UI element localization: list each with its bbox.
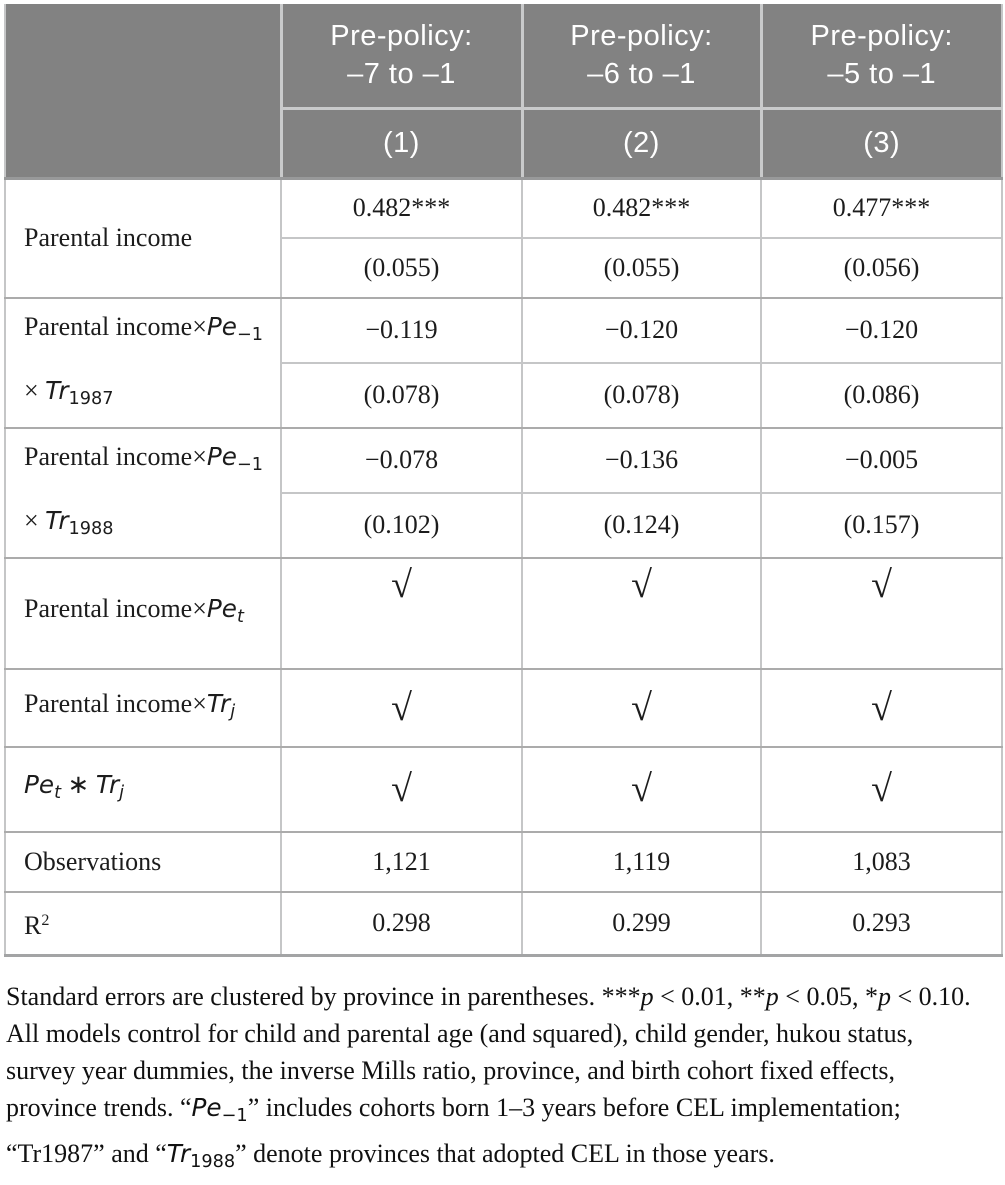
table-row: Parental income×Pet √ √ √ — [5, 557, 1002, 670]
header-model-3-line2: –5 to –1 — [827, 58, 937, 91]
stderr-cell: (0.055) — [280, 238, 522, 299]
stderr-cell: (0.157) — [760, 492, 1002, 559]
check-cell: √ — [280, 746, 522, 833]
header-model-1-number: (1) — [279, 106, 522, 180]
table-row: R2 0.298 0.299 0.293 — [5, 891, 1002, 956]
stat-cell: 0.298 — [280, 891, 522, 956]
regression-results-table: Pre-policy: –7 to –1 Pre-policy: –6 to –… — [4, 4, 1003, 957]
stderr-cell: (0.102) — [280, 492, 522, 559]
row-label-pet-trj: Pet ∗ Trj — [5, 746, 281, 833]
table-row: Parental income 0.482*** 0.482*** 0.477*… — [5, 178, 1002, 299]
check-cell: √ — [521, 668, 761, 748]
header-model-2-line1: Pre-policy: — [570, 20, 713, 53]
table-header: Pre-policy: –7 to –1 Pre-policy: –6 to –… — [5, 4, 1002, 180]
estimate-cell: −0.005 — [760, 427, 1002, 494]
stderr-cell: (0.055) — [521, 238, 761, 299]
footnote-line: All models control for child and parenta… — [6, 1018, 914, 1048]
check-cell: √ — [521, 557, 761, 670]
header-model-3: Pre-policy: –5 to –1 — [759, 4, 1002, 108]
estimate-cell: −0.120 — [521, 298, 761, 364]
row-label-r-squared: R2 — [24, 910, 50, 940]
row-label-parental-income: Parental income — [5, 178, 281, 299]
stderr-cell: (0.056) — [760, 238, 1002, 299]
row-label-observations: Observations — [5, 831, 281, 893]
check-cell: √ — [280, 668, 522, 748]
row-label-income-trj: Parental income×Trj — [5, 668, 281, 748]
stderr-cell: (0.078) — [280, 362, 522, 429]
table-row: (0.078) (0.078) (0.086) — [5, 362, 1002, 429]
stderr-cell: (0.086) — [760, 362, 1002, 429]
header-model-2: Pre-policy: –6 to –1 — [520, 4, 761, 108]
estimate-cell: −0.136 — [521, 427, 761, 494]
check-cell: √ — [760, 668, 1002, 748]
header-model-3-number: (3) — [759, 106, 1002, 180]
footnote-line: Standard errors are clustered by provinc… — [6, 981, 971, 1011]
table-row: Observations 1,121 1,119 1,083 — [5, 831, 1002, 893]
row-label-income-pet: Parental income×Pet — [5, 557, 281, 670]
table-row: Parental income×Pe−1 × Tr1987 −0.119 −0.… — [5, 298, 1002, 429]
row-label-income-pe1-tr1987: Parental income×Pe−1 × Tr1987 — [5, 298, 281, 429]
stat-cell: 1,121 — [280, 831, 522, 893]
header-model-1-line1: Pre-policy: — [330, 20, 473, 53]
stat-cell: 1,083 — [760, 831, 1002, 893]
stat-cell: 1,119 — [521, 831, 761, 893]
table-footnote: Standard errors are clustered by provinc… — [4, 978, 1001, 1181]
table-row: (0.055) (0.055) (0.056) — [5, 238, 1002, 299]
table-row: (0.102) (0.124) (0.157) — [5, 492, 1002, 559]
footnote-line: “Tr1987” and “Tr1988” denote provinces t… — [6, 1138, 775, 1172]
header-model-2-number: (2) — [520, 106, 761, 180]
estimate-cell: 0.482*** — [521, 178, 761, 239]
footnote-line: province trends. “Pe−1” includes cohorts… — [6, 1092, 901, 1126]
estimate-cell: 0.482*** — [280, 178, 522, 239]
check-cell: √ — [760, 557, 1002, 670]
table-row: Parental income×Trj √ √ √ — [5, 668, 1002, 748]
estimate-cell: −0.078 — [280, 427, 522, 494]
check-cell: √ — [760, 746, 1002, 833]
header-number-row: (1) (2) (3) — [5, 106, 1002, 180]
footnote-line: survey year dummies, the inverse Mills r… — [6, 1055, 896, 1085]
header-model-2-line2: –6 to –1 — [587, 58, 696, 91]
header-model-1: Pre-policy: –7 to –1 — [279, 4, 522, 108]
table-row: Parental income×Pe−1 × Tr1988 −0.078 −0.… — [5, 427, 1002, 559]
header-title-row: Pre-policy: –7 to –1 Pre-policy: –6 to –… — [5, 4, 1002, 180]
header-model-3-line1: Pre-policy: — [810, 20, 953, 53]
check-cell: √ — [280, 557, 522, 670]
table-body: Parental income 0.482*** 0.482*** 0.477*… — [5, 178, 1002, 956]
estimate-cell: 0.477*** — [760, 178, 1002, 239]
row-label-income-pe1-tr1988: Parental income×Pe−1 × Tr1988 — [5, 427, 281, 559]
estimate-cell: −0.120 — [760, 298, 1002, 364]
check-cell: √ — [521, 746, 761, 833]
stderr-cell: (0.124) — [521, 492, 761, 559]
stat-cell: 0.299 — [521, 891, 761, 956]
table-row: Pet ∗ Trj √ √ √ — [5, 746, 1002, 833]
header-model-1-line2: –7 to –1 — [347, 58, 456, 91]
header-empty-cell — [5, 4, 281, 180]
stat-cell: 0.293 — [760, 891, 1002, 956]
stderr-cell: (0.078) — [521, 362, 761, 429]
estimate-cell: −0.119 — [280, 298, 522, 364]
